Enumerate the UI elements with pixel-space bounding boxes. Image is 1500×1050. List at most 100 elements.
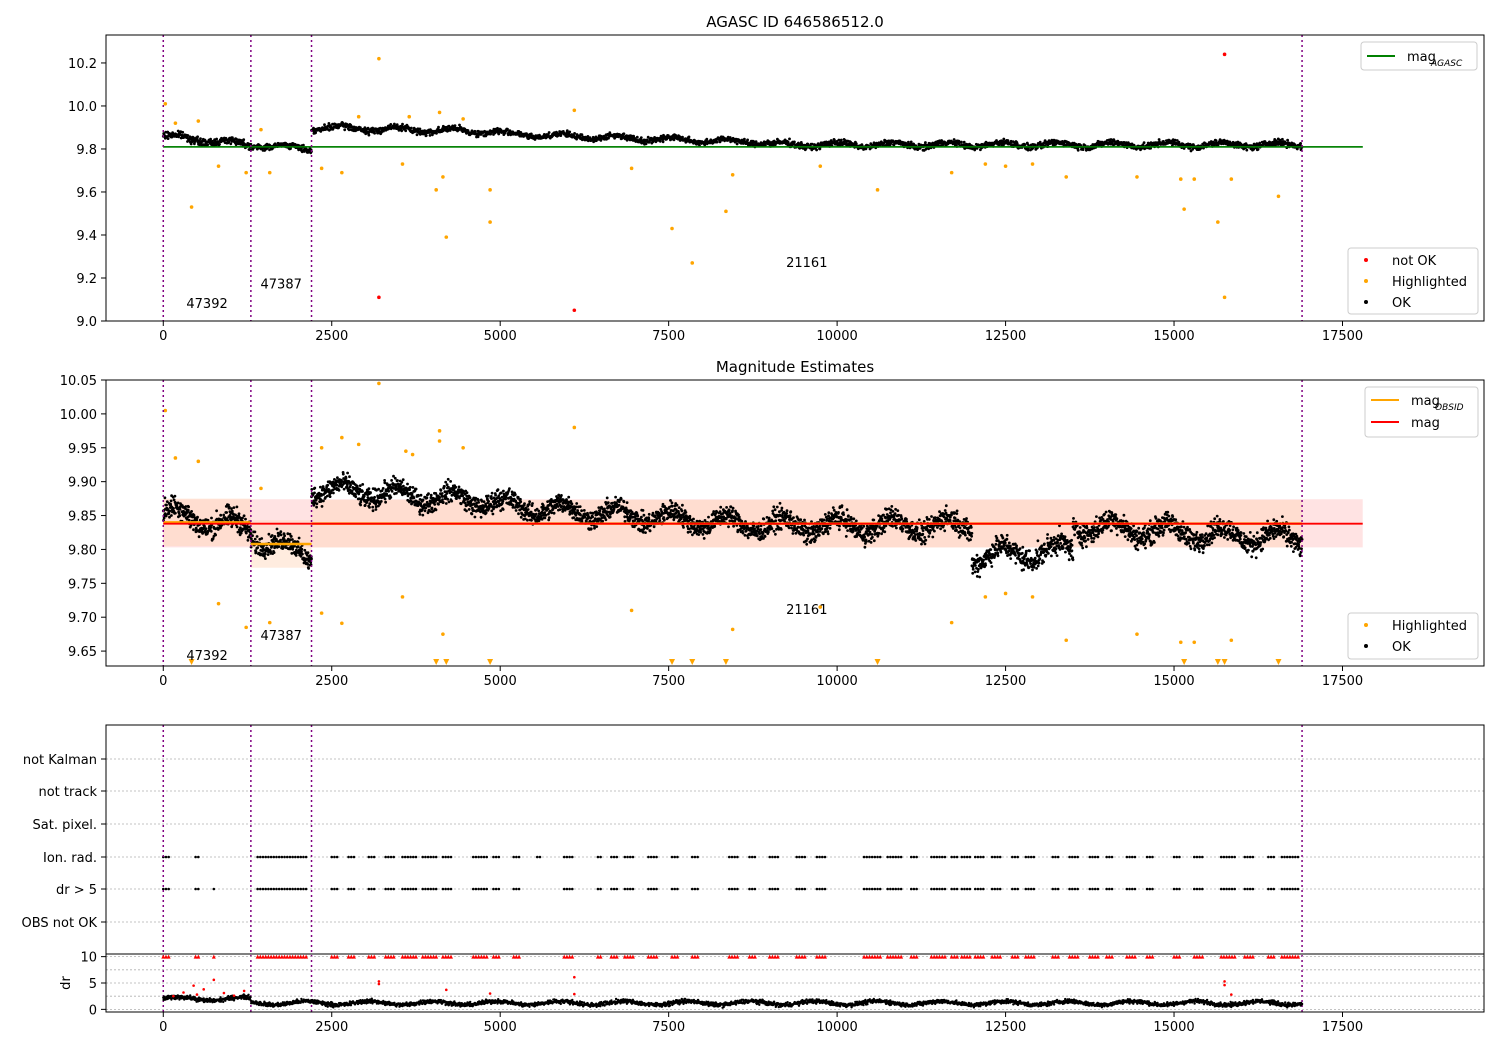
estimates-ok-point [461, 494, 465, 498]
estimates-ok-point [256, 546, 259, 550]
estimates-ok-point [575, 502, 579, 505]
estimates-ok-point [449, 480, 452, 483]
estimates-ok-point [444, 502, 448, 505]
estimates-ok-point [446, 477, 450, 481]
estimates-ok-point [688, 514, 692, 518]
estimates-ok-point [361, 490, 364, 493]
estimates-ok-point [595, 525, 599, 528]
estimates-ok-point [434, 508, 438, 512]
agasc-xtick-label: 15000 [1153, 329, 1194, 344]
estimates-ok-point [701, 533, 705, 536]
estimates-ok-point [393, 476, 397, 480]
agasc-highlighted-point [173, 121, 178, 125]
estimates-ok-point [528, 500, 531, 504]
estimates-ok-point [178, 514, 182, 518]
estimates-ok-point [606, 501, 610, 504]
estimates-ok-point [270, 534, 274, 537]
estimates-ok-point [697, 533, 701, 536]
estimates-ok-point [174, 511, 177, 515]
agasc-ok-point [705, 137, 709, 141]
agasc-ok-point [608, 131, 612, 135]
estimates-ok-point [232, 506, 236, 509]
agasc-ok-point [586, 135, 590, 138]
estimates-ok-point [369, 491, 372, 494]
agasc-highlighted-point [196, 119, 201, 123]
estimates-ok-point [531, 502, 534, 505]
estimates-ok-point [438, 496, 441, 500]
estimates-ok-point [400, 480, 404, 484]
agasc-ok-point [367, 133, 371, 137]
estimates-ok-point [719, 505, 723, 509]
agasc-ok-point [1245, 148, 1249, 152]
estimates-ok-point [625, 508, 628, 512]
agasc-ok-point [909, 140, 913, 144]
estimates-ok-point [670, 504, 674, 508]
estimates-ok-point [680, 516, 683, 520]
estimates-ok-point [464, 501, 467, 505]
estimates-ok-point [510, 490, 514, 494]
estimates-ok-point [417, 494, 420, 498]
agasc-ok-point [437, 125, 440, 129]
estimates-ok-point [373, 495, 376, 499]
estimates-ok-point [570, 502, 574, 506]
agasc-highlighted-point [259, 127, 263, 132]
estimates-ok-point [169, 499, 173, 503]
estimates-ok-point [411, 486, 415, 489]
estimates-ok-point [406, 482, 409, 486]
estimates-ok-point [396, 479, 399, 482]
agasc-ytick-label: 9.2 [76, 272, 97, 287]
estimates-ok-point [641, 509, 645, 512]
estimates-ok-point [204, 527, 208, 531]
agasc-ok-point [424, 134, 428, 137]
estimates-ok-point [543, 511, 547, 514]
estimates-ok-point [349, 483, 352, 487]
agasc-legend-highlighted-label: Highlighted [1392, 275, 1467, 290]
estimates-ok-point [699, 530, 703, 534]
agasc-ok-point [400, 129, 404, 133]
estimates-ok-point [604, 518, 608, 522]
agasc-ok-point [452, 128, 455, 132]
agasc-ytick-label: 10.0 [68, 100, 97, 115]
agasc-ok-point [382, 129, 385, 133]
estimates-ok-point [552, 511, 556, 515]
agasc-ok-point [1142, 141, 1146, 145]
estimates-ok-point [215, 509, 219, 513]
estimates-ok-point [523, 502, 526, 505]
estimates-ok-point [361, 483, 365, 486]
estimates-ok-point [371, 509, 375, 513]
estimates-ok-point [192, 528, 195, 532]
estimates-ok-point [172, 498, 176, 502]
estimates-ok-point [530, 518, 533, 522]
estimates-ok-point [297, 536, 301, 540]
estimates-ok-point [196, 515, 199, 519]
agasc-highlighted-point [1222, 295, 1227, 300]
agasc-ok-point [196, 135, 200, 139]
estimates-ok-point [468, 496, 472, 500]
agasc-highlighted-point [377, 56, 381, 61]
agasc-legend-highlighted-swatch [1364, 279, 1368, 283]
estimates-ok-point [254, 550, 258, 553]
estimates-ok-point [322, 499, 325, 503]
estimates-ok-point [477, 501, 480, 504]
estimates-ok-point [279, 530, 283, 534]
agasc-ok-point [302, 143, 305, 147]
agasc-highlighted-point [875, 188, 880, 192]
estimates-ok-point [230, 509, 234, 513]
estimates-ok-point [516, 496, 520, 499]
estimates-ok-point [675, 503, 679, 507]
estimates-ok-point [307, 567, 310, 570]
agasc-ok-point [547, 131, 551, 134]
estimates-ok-point [501, 508, 505, 511]
estimates-ok-point [253, 530, 257, 534]
estimates-ok-point [244, 517, 247, 521]
estimates-ok-point [389, 496, 393, 499]
estimates-ok-point [222, 513, 226, 517]
agasc-ytick-label: 9.4 [76, 229, 97, 244]
agasc-ok-point [497, 132, 501, 136]
agasc-ok-point [519, 131, 523, 134]
estimates-ok-point [450, 499, 454, 503]
estimates-ok-point [465, 491, 469, 495]
agasc-ok-point [1214, 139, 1218, 143]
